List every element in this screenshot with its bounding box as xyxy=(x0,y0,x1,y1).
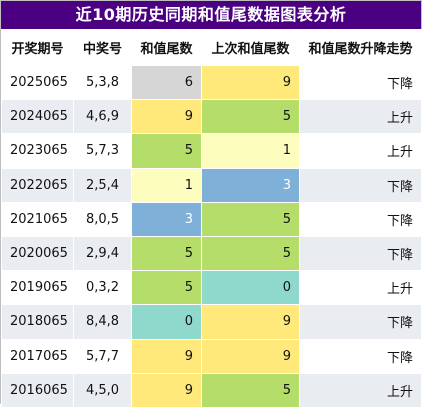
cell-numbers: 5,7,7 xyxy=(73,338,132,374)
cell-numbers: 5,7,3 xyxy=(73,133,132,169)
cell-tail: 5 xyxy=(131,270,202,306)
cell-prev-tail: 5 xyxy=(201,372,300,408)
cell-numbers: 4,5,0 xyxy=(73,372,132,408)
cell-tail: 0 xyxy=(131,304,202,340)
column-header-period: 开奖期号 xyxy=(1,29,74,66)
cell-period: 2019065 xyxy=(1,270,74,306)
column-header-tail: 和值尾数 xyxy=(131,29,202,66)
cell-prev-tail: 9 xyxy=(201,304,300,340)
cell-tail: 9 xyxy=(131,99,202,135)
table-row: 2017065 5,7,7 9 9 下降 xyxy=(1,338,422,374)
cell-prev-tail: 9 xyxy=(201,64,300,101)
cell-prev-tail: 1 xyxy=(201,133,300,169)
cell-tail: 6 xyxy=(131,64,202,101)
cell-trend: 下降 xyxy=(299,304,422,340)
cell-prev-tail: 5 xyxy=(201,235,300,272)
table-row: 2019065 0,3,2 5 0 上升 xyxy=(1,270,422,306)
cell-trend: 下降 xyxy=(299,201,422,237)
cell-period: 2024065 xyxy=(1,99,74,135)
cell-period: 2016065 xyxy=(1,372,74,408)
cell-prev-tail: 9 xyxy=(201,338,300,374)
table-row: 2022065 2,5,4 1 3 下降 xyxy=(1,167,422,203)
cell-trend: 上升 xyxy=(299,99,422,135)
cell-trend: 下降 xyxy=(299,235,422,272)
cell-tail: 9 xyxy=(131,372,202,408)
cell-prev-tail: 0 xyxy=(201,270,300,306)
table-row: 2023065 5,7,3 5 1 上升 xyxy=(1,133,422,169)
table-body: 2025065 5,3,8 6 9 下降 2024065 4,6,9 9 5 上升 2023065 5… xyxy=(1,64,422,408)
cell-period: 2017065 xyxy=(1,338,74,374)
cell-numbers: 8,4,8 xyxy=(73,304,132,340)
table-row: 2018065 8,4,8 0 9 下降 xyxy=(1,304,422,340)
cell-numbers: 5,3,8 xyxy=(73,64,132,101)
cell-numbers: 2,5,4 xyxy=(73,167,132,203)
column-header-trend: 和值尾数升降走势 xyxy=(299,29,422,66)
data-table: 开奖期号 中奖号 和值尾数 上次和值尾数 和值尾数升降走势 2025065 5,3… xyxy=(1,29,422,408)
cell-trend: 下降 xyxy=(299,167,422,203)
cell-prev-tail: 3 xyxy=(201,167,300,203)
cell-tail: 3 xyxy=(131,201,202,237)
table-row: 2024065 4,6,9 9 5 上升 xyxy=(1,99,422,135)
cell-trend: 下降 xyxy=(299,338,422,374)
cell-numbers: 8,0,5 xyxy=(73,201,132,237)
page-title: 近10期历史同期和值尾数据图表分析 xyxy=(1,1,421,29)
table-row: 2021065 8,0,5 3 5 下降 xyxy=(1,201,422,237)
cell-numbers: 0,3,2 xyxy=(73,270,132,306)
cell-period: 2025065 xyxy=(1,64,74,101)
table-row: 2020065 2,9,4 5 5 下降 xyxy=(1,235,422,272)
cell-trend: 上升 xyxy=(299,133,422,169)
cell-tail: 9 xyxy=(131,338,202,374)
column-header-numbers: 中奖号 xyxy=(73,29,132,66)
cell-numbers: 2,9,4 xyxy=(73,235,132,272)
cell-trend: 下降 xyxy=(299,64,422,101)
cell-trend: 上升 xyxy=(299,270,422,306)
cell-tail: 5 xyxy=(131,235,202,272)
cell-period: 2022065 xyxy=(1,167,74,203)
table-header-row: 开奖期号 中奖号 和值尾数 上次和值尾数 和值尾数升降走势 xyxy=(1,29,422,66)
table-row: 2025065 5,3,8 6 9 下降 xyxy=(1,64,422,101)
cell-numbers: 4,6,9 xyxy=(73,99,132,135)
cell-period: 2023065 xyxy=(1,133,74,169)
cell-period: 2018065 xyxy=(1,304,74,340)
cell-period: 2021065 xyxy=(1,201,74,237)
cell-tail: 5 xyxy=(131,133,202,169)
column-header-prev-tail: 上次和值尾数 xyxy=(201,29,300,66)
table-row: 2016065 4,5,0 9 5 上升 xyxy=(1,372,422,408)
cell-prev-tail: 5 xyxy=(201,201,300,237)
cell-trend: 上升 xyxy=(299,372,422,408)
cell-tail: 1 xyxy=(131,167,202,203)
cell-prev-tail: 5 xyxy=(201,99,300,135)
cell-period: 2020065 xyxy=(1,235,74,272)
